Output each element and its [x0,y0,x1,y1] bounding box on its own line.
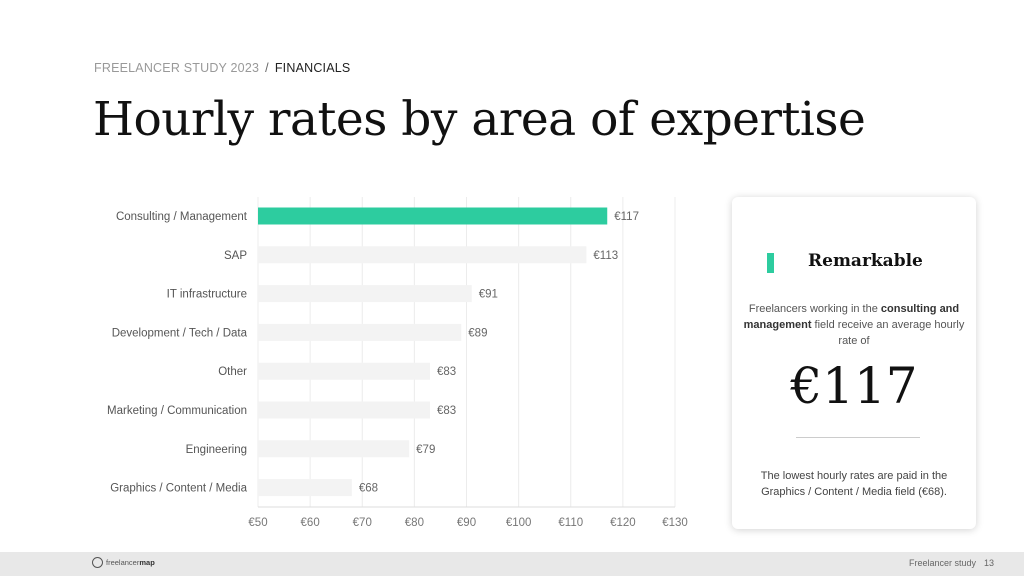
value-label: €83 [437,405,456,417]
footer-info: Freelancer study 13 [909,558,994,568]
logo-text: freelancermap [106,558,155,567]
x-tick-label: €50 [248,517,267,529]
x-tick-label: €130 [662,517,688,529]
breadcrumb-current: FINANCIALS [274,61,351,75]
x-tick-label: €70 [353,517,372,529]
category-label: SAP [224,250,247,262]
category-label: Marketing / Communication [107,405,247,417]
card-text: Freelancers working in the consulting an… [742,301,966,349]
value-label: €91 [479,289,498,301]
value-label: €117 [614,211,639,223]
page-number: 13 [983,558,994,568]
footer-bar: freelancermap Freelancer study 13 [0,552,1024,576]
card-divider [796,437,920,438]
x-tick-label: €110 [558,517,583,529]
bar [258,285,472,303]
x-tick-label: €120 [610,517,636,529]
card-text-before: Freelancers working in the [748,303,881,315]
card-text-after: field receive an average hourly rate of [811,319,965,347]
page-title: Hourly rates by area of expertise [93,92,866,147]
x-tick-label: €80 [405,517,424,529]
footer-label: Freelancer study [908,558,976,568]
bar [258,479,352,497]
card-heading: Remarkable [808,251,923,271]
value-label: €79 [416,444,435,456]
category-label: Consulting / Management [116,211,248,223]
x-tick-label: €60 [301,517,320,529]
logo-text-light: freelancer [106,558,140,567]
bar [258,362,431,380]
x-tick-label: €90 [457,517,476,529]
freelancermap-logo[interactable]: freelancermap [92,557,155,568]
bar-chart: €50 €60 €70 €80 €90 €100 €110 €120 €130 Consultin… [107,197,688,529]
card-accent-bar [767,253,774,273]
logo-icon [92,557,103,568]
card-text-bold: consulting and management [743,303,960,331]
category-label: Engineering [186,444,247,456]
bar [258,401,431,419]
value-label: €83 [437,366,456,378]
logo-text-bold: map [139,558,155,567]
category-label: IT infrastructure [167,289,247,301]
remarkable-card: Remarkable Freelancers working in the co… [732,197,976,529]
card-footnote: The lowest hourly rates are paid in the … [760,470,948,498]
card-big-value: €117 [790,357,918,415]
x-tick-label: €100 [506,517,532,529]
category-label: Graphics / Content / Media [110,483,247,495]
breadcrumb: FREELANCER STUDY 2023 / FINANCIALS [94,61,350,75]
bar [258,323,462,341]
value-label: €68 [359,483,378,495]
breadcrumb-section[interactable]: FREELANCER STUDY 2023 [94,61,260,75]
breadcrumb-separator: / [265,61,269,75]
bar [258,440,410,458]
category-label: Other [218,366,247,378]
bar [258,246,587,264]
bar [258,207,608,225]
value-label: €89 [468,327,487,339]
category-label: Development / Tech / Data [112,327,248,339]
value-label: €113 [593,250,618,262]
